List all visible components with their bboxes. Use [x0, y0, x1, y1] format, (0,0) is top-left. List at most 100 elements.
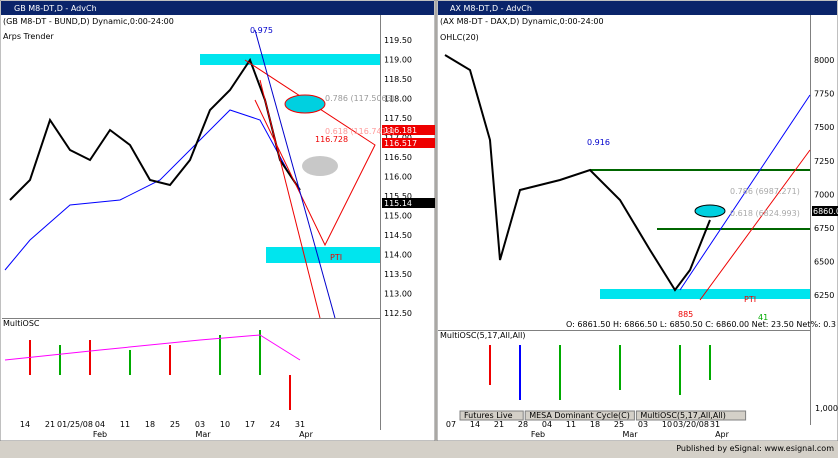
- price-box-text: 6860.00: [813, 207, 838, 216]
- price-label: 118.50: [384, 75, 412, 84]
- price-label: 7500: [814, 123, 834, 132]
- annotation: 0.786 (6987.271): [730, 187, 800, 196]
- month-label: Feb: [93, 430, 107, 439]
- date-label: 31: [295, 420, 305, 429]
- annotation: 0.786 (117.5063): [325, 94, 395, 103]
- price-label: 116.00: [384, 173, 412, 182]
- month-label: Mar: [622, 430, 638, 439]
- tab-label[interactable]: MESA Dominant Cycle(C): [529, 411, 630, 420]
- osc-label: MultiOSC: [3, 319, 40, 328]
- left-titlebar: [1, 1, 434, 15]
- annotation: 0.618 (116.7419): [325, 127, 395, 136]
- date-label: 01/25/08: [57, 420, 93, 429]
- price-label: 116.50: [384, 153, 412, 162]
- price-label: 119.00: [384, 56, 412, 65]
- date-label: 24: [270, 420, 280, 429]
- date-label: 07: [446, 420, 456, 429]
- date-label: 31: [710, 420, 720, 429]
- tab-label[interactable]: MultiOSC(5,17,All,All): [640, 411, 726, 420]
- date-label: 14: [470, 420, 480, 429]
- channel: [679, 94, 811, 291]
- divider: [2, 318, 380, 319]
- axis: [810, 15, 811, 425]
- price-label: 8000: [814, 56, 834, 65]
- date-label: 10: [662, 420, 672, 429]
- trender: [4, 109, 291, 271]
- date-label: 03: [638, 420, 648, 429]
- study: Arps Trender: [3, 32, 54, 41]
- price-sketch: [444, 54, 711, 292]
- price-label: 113.50: [384, 270, 412, 279]
- quote: O: 6861.50 H: 6866.50 L: 6850.50 C: 6860…: [566, 320, 836, 329]
- price-label: 7000: [814, 190, 834, 199]
- date-label: 28: [518, 420, 528, 429]
- osc-axis-label: 1,000: [815, 404, 838, 413]
- date-label: 18: [145, 420, 155, 429]
- axis: [380, 15, 381, 430]
- price-label: 117.50: [384, 114, 412, 123]
- price-box-text: 116.181: [384, 126, 417, 135]
- date-label: 14: [20, 420, 30, 429]
- price-box: [382, 138, 435, 148]
- price-sketch: [9, 57, 301, 201]
- annotation: 0.975: [250, 26, 273, 35]
- price-label: 114.50: [384, 231, 412, 240]
- price-label: 6500: [814, 258, 834, 267]
- month-label: Apr: [715, 430, 730, 439]
- statusbar: [0, 441, 838, 454]
- price-label: 6250: [814, 291, 834, 300]
- price-box: [382, 198, 435, 208]
- right-titlebar: [438, 1, 837, 15]
- zone: [266, 247, 380, 263]
- target: [302, 156, 338, 176]
- price-label: 7250: [814, 157, 834, 166]
- subtitle: (GB M8-DT - BUND,D) Dynamic,0:00-24:00: [3, 17, 174, 26]
- annotation: 0.916: [587, 138, 610, 147]
- date-label: 04: [542, 420, 552, 429]
- date-label: 21: [45, 420, 55, 429]
- ray: [254, 29, 336, 319]
- tab[interactable]: [459, 410, 524, 421]
- subtitle: (AX M8-DT - DAX,D) Dynamic,0:00-24:00: [440, 17, 604, 26]
- study: OHLC(20): [440, 33, 479, 42]
- date-label: 25: [614, 420, 624, 429]
- date-label: 03: [195, 420, 205, 429]
- osc-label: MultiOSC(5,17,All,All): [440, 331, 526, 340]
- price-box: [382, 125, 435, 135]
- channel: [699, 149, 811, 301]
- price-label: 115.00: [384, 212, 412, 221]
- annotation: 116.728: [315, 135, 348, 144]
- tab[interactable]: [635, 410, 747, 421]
- price-label: 118.00: [384, 95, 412, 104]
- date-label: 03/20/08: [673, 420, 709, 429]
- price-box: [812, 206, 838, 216]
- price-label: 112.50: [384, 309, 412, 318]
- zone: [200, 54, 380, 65]
- month-label: Mar: [195, 430, 211, 439]
- annotation: 0.618 (6824.993): [730, 209, 800, 218]
- left-window: [0, 0, 436, 442]
- price-box-text: 116.517: [384, 139, 417, 148]
- date-label: 11: [566, 420, 576, 429]
- date-label: 25: [170, 420, 180, 429]
- price-label: 114.00: [384, 251, 412, 260]
- price-label: 115.50: [384, 192, 412, 201]
- osc-bars: [489, 345, 711, 400]
- target: [694, 204, 726, 218]
- tab-label[interactable]: Futures Live: [464, 411, 513, 420]
- annotation: PTI: [744, 295, 756, 304]
- date-label: 17: [245, 420, 255, 429]
- date-label: 10: [220, 420, 230, 429]
- price-label: 113.00: [384, 290, 412, 299]
- right-window: [436, 0, 838, 442]
- date-label: 18: [590, 420, 600, 429]
- target: [284, 94, 326, 114]
- annotation: PTI: [330, 253, 342, 262]
- annotation: 885: [678, 310, 693, 319]
- divider: [438, 330, 810, 331]
- date-label: 21: [494, 420, 504, 429]
- status: Published by eSignal: www.esignal.com: [676, 444, 834, 453]
- price-box-text: 115.14: [384, 199, 412, 208]
- tab[interactable]: [524, 410, 635, 421]
